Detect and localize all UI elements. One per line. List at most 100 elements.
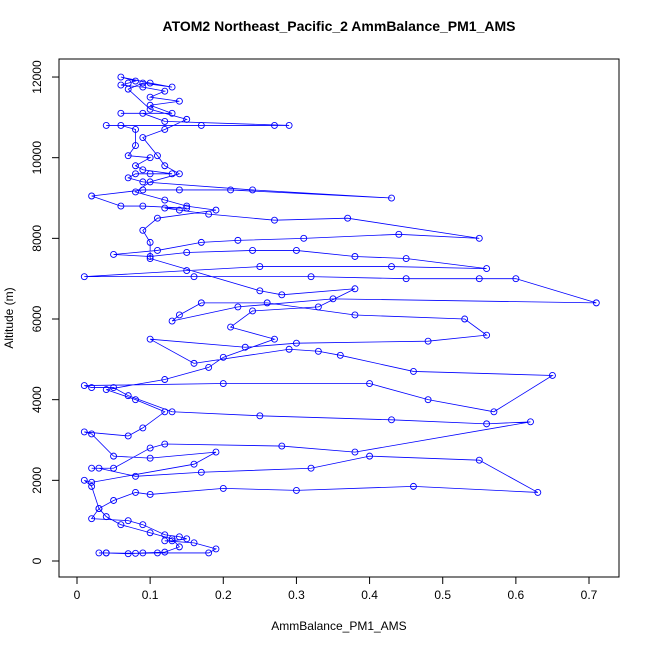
data-point (483, 331, 491, 339)
data-point (388, 263, 395, 271)
data-point (146, 529, 154, 537)
data-point (161, 440, 169, 448)
x-tick-label: 0.6 (508, 588, 525, 602)
data-point (256, 412, 264, 420)
data-point (117, 81, 125, 89)
data-point (475, 234, 483, 242)
data-point (139, 79, 147, 87)
data-point (146, 444, 154, 452)
data-point (300, 234, 308, 242)
data-point (256, 287, 264, 295)
data-point (234, 303, 242, 311)
data-point (161, 537, 169, 545)
data-point (139, 549, 147, 557)
data-point (175, 186, 183, 194)
data-point (197, 121, 205, 129)
data-point (117, 202, 125, 210)
y-tick-label: 6000 (30, 305, 44, 332)
data-point (161, 117, 169, 125)
data-point (110, 251, 118, 258)
data-point (88, 384, 96, 392)
data-point (146, 101, 154, 109)
data-point (154, 246, 161, 254)
data-point (117, 121, 125, 129)
data-point (307, 273, 315, 281)
data-point (124, 152, 132, 160)
data-point (461, 315, 469, 323)
data-point (132, 126, 139, 133)
data-point (263, 299, 271, 307)
data-point (168, 408, 176, 416)
data-point (146, 79, 154, 87)
data-point (241, 343, 249, 351)
data-point (117, 109, 125, 117)
data-point (161, 376, 169, 383)
data-point (249, 186, 256, 194)
data-point (219, 353, 227, 361)
data-point (190, 460, 198, 468)
chart-title: ATOM2 Northeast_Pacific_2 AmmBalance_PM1… (163, 18, 516, 34)
data-point (197, 238, 205, 246)
data-point (88, 464, 96, 472)
data-point (410, 367, 417, 375)
data-point (205, 549, 213, 557)
data-point (395, 230, 403, 238)
data-point (271, 335, 278, 343)
data-point (139, 83, 147, 91)
data-point (366, 380, 374, 387)
data-point (190, 359, 198, 367)
data-point (139, 186, 147, 194)
data-point (132, 188, 139, 196)
data-point (154, 214, 161, 222)
data-point (351, 448, 359, 456)
data-point (146, 105, 154, 113)
data-point (102, 121, 110, 129)
data-point (205, 363, 213, 371)
data-point (88, 192, 96, 200)
data-point (278, 291, 286, 299)
data-point (154, 152, 161, 160)
data-point (219, 380, 227, 387)
data-point (314, 303, 322, 311)
data-point (183, 115, 191, 123)
data-point (139, 134, 147, 141)
data-point (161, 126, 169, 133)
y-tick-label: 2000 (30, 467, 44, 494)
data-point (132, 77, 139, 85)
data-point (102, 549, 110, 557)
y-tick-label: 8000 (30, 225, 44, 252)
y-tick-label: 12000 (30, 60, 44, 94)
data-point (95, 505, 103, 513)
x-tick-label: 0.5 (434, 588, 451, 602)
data-point (175, 533, 183, 541)
data-point (190, 539, 198, 547)
x-axis-label: AmmBalance_PM1_AMS (271, 619, 406, 633)
data-point (227, 323, 235, 331)
y-tick-label: 4000 (30, 386, 44, 413)
y-axis-label: Altitude (m) (2, 287, 16, 348)
data-point (249, 307, 256, 315)
data-point (124, 392, 132, 400)
data-point (527, 418, 534, 426)
data-point (80, 476, 88, 484)
data-point (146, 238, 154, 246)
data-point (183, 267, 191, 275)
data-point (285, 121, 293, 129)
data-point (88, 478, 96, 486)
data-point (336, 351, 344, 359)
data-point (402, 275, 410, 283)
data-point (183, 535, 191, 543)
data-point (80, 382, 88, 390)
data-point (80, 428, 88, 436)
data-point (475, 456, 483, 464)
data-point (146, 178, 154, 186)
data-point (168, 535, 176, 543)
data-point (139, 202, 147, 210)
data-point (475, 275, 483, 283)
data-point (95, 549, 103, 557)
data-point (366, 452, 374, 460)
data-point (285, 345, 293, 353)
data-point (175, 311, 183, 319)
data-point (154, 549, 161, 557)
